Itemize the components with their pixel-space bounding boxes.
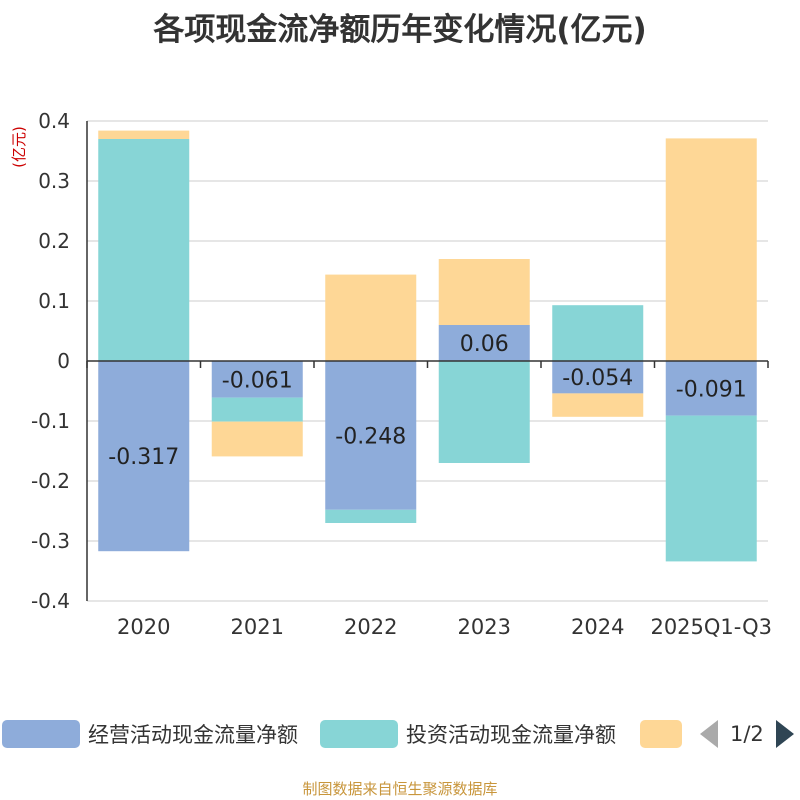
source-footer: 制图数据来自恒生聚源数据库 <box>302 780 498 798</box>
bar-segment <box>211 397 303 422</box>
x-tick-label: 2022 <box>344 615 397 639</box>
cash-flow-chart: 0.4 0.3 0.2 0.1 0 -0.1 -0.2 -0.3 -0.4 (亿元) -0.317 2… <box>10 109 772 639</box>
x-tick-label: 2020 <box>117 615 170 639</box>
bar-segment <box>98 361 190 552</box>
legend-prev-icon[interactable] <box>700 720 718 748</box>
legend-item-investing[interactable]: 投资活动现金流量净额 <box>320 716 616 752</box>
legend-swatch-investing <box>320 720 398 748</box>
bar-segment <box>438 259 530 325</box>
bar-segment <box>665 138 757 361</box>
y-tick-label: 0.3 <box>38 169 70 193</box>
x-tick-label: 2024 <box>571 615 624 639</box>
y-tick-label: -0.4 <box>31 589 70 613</box>
bar-segment <box>552 393 644 417</box>
y-unit-label: (亿元) <box>10 126 28 168</box>
legend-pager: 1/2 <box>700 716 794 752</box>
bar-segment <box>325 509 417 523</box>
y-tick-label: 0.4 <box>38 109 70 133</box>
bar-segment <box>98 130 190 139</box>
bar-segment <box>438 361 530 463</box>
bar-segment <box>552 305 644 361</box>
legend: 经营活动现金流量净额 投资活动现金流量净额 1/2 <box>0 716 800 752</box>
legend-label-investing: 投资活动现金流量净额 <box>406 723 616 747</box>
bar-segment <box>665 415 757 562</box>
legend-label-operating: 经营活动现金流量净额 <box>88 723 298 747</box>
bar-segment <box>211 421 303 457</box>
bar-segment <box>325 361 417 510</box>
data-label: -0.248 <box>335 424 406 449</box>
legend-swatch-financing <box>640 720 682 748</box>
y-tick-label: 0.2 <box>38 229 70 253</box>
x-tick-label: 2021 <box>231 615 284 639</box>
data-label: -0.091 <box>676 377 747 402</box>
legend-item-operating[interactable]: 经营活动现金流量净额 <box>2 716 298 752</box>
chart-title: 各项现金流净额历年变化情况(亿元) <box>153 12 647 48</box>
legend-item-financing[interactable] <box>640 716 682 752</box>
x-tick-label: 2023 <box>458 615 511 639</box>
legend-swatch-operating <box>2 720 80 748</box>
bar-segment <box>325 274 417 361</box>
data-label: -0.061 <box>222 368 293 393</box>
x-tick-label: 2025Q1-Q3 <box>650 615 772 639</box>
bar-segment <box>552 361 644 394</box>
bar-segment <box>665 361 757 416</box>
y-tick-label: -0.1 <box>31 409 70 433</box>
y-tick-label: 0.1 <box>38 289 70 313</box>
bar-segment <box>211 361 303 398</box>
legend-page-indicator: 1/2 <box>730 722 764 746</box>
data-label: 0.06 <box>460 332 509 357</box>
legend-next-icon[interactable] <box>775 720 794 748</box>
y-tick-label: -0.3 <box>31 529 70 553</box>
data-label: -0.054 <box>562 366 633 391</box>
y-tick-label: 0 <box>57 349 70 373</box>
bar-segment <box>98 139 190 361</box>
bar-segment <box>438 325 530 361</box>
data-label: -0.317 <box>108 445 179 470</box>
y-tick-label: -0.2 <box>31 469 70 493</box>
